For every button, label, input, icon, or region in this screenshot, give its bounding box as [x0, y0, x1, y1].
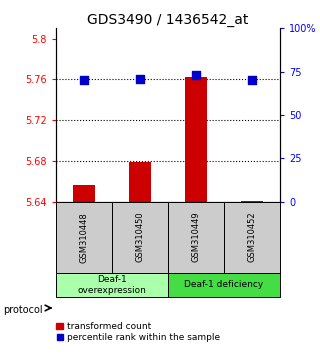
Bar — [241, 201, 263, 202]
Legend: transformed count, percentile rank within the sample: transformed count, percentile rank withi… — [56, 322, 220, 342]
Bar — [73, 185, 95, 202]
Text: Deaf-1 deficiency: Deaf-1 deficiency — [184, 280, 264, 290]
Title: GDS3490 / 1436542_at: GDS3490 / 1436542_at — [87, 13, 249, 27]
Bar — [56, 273, 168, 297]
Bar — [56, 202, 112, 273]
Text: Deaf-1
overexpression: Deaf-1 overexpression — [77, 275, 147, 295]
Text: protocol: protocol — [3, 305, 43, 315]
Bar — [112, 202, 168, 273]
Bar — [185, 77, 207, 202]
Bar — [224, 202, 280, 273]
Point — [82, 78, 87, 83]
Text: GSM310449: GSM310449 — [191, 212, 201, 263]
Text: GSM310448: GSM310448 — [79, 212, 89, 263]
Bar — [129, 162, 151, 202]
Bar — [168, 202, 224, 273]
Text: GSM310450: GSM310450 — [135, 212, 145, 263]
Bar — [168, 273, 280, 297]
Point — [194, 72, 199, 78]
Point — [250, 78, 255, 83]
Point — [138, 76, 143, 81]
Text: GSM310452: GSM310452 — [247, 212, 257, 263]
